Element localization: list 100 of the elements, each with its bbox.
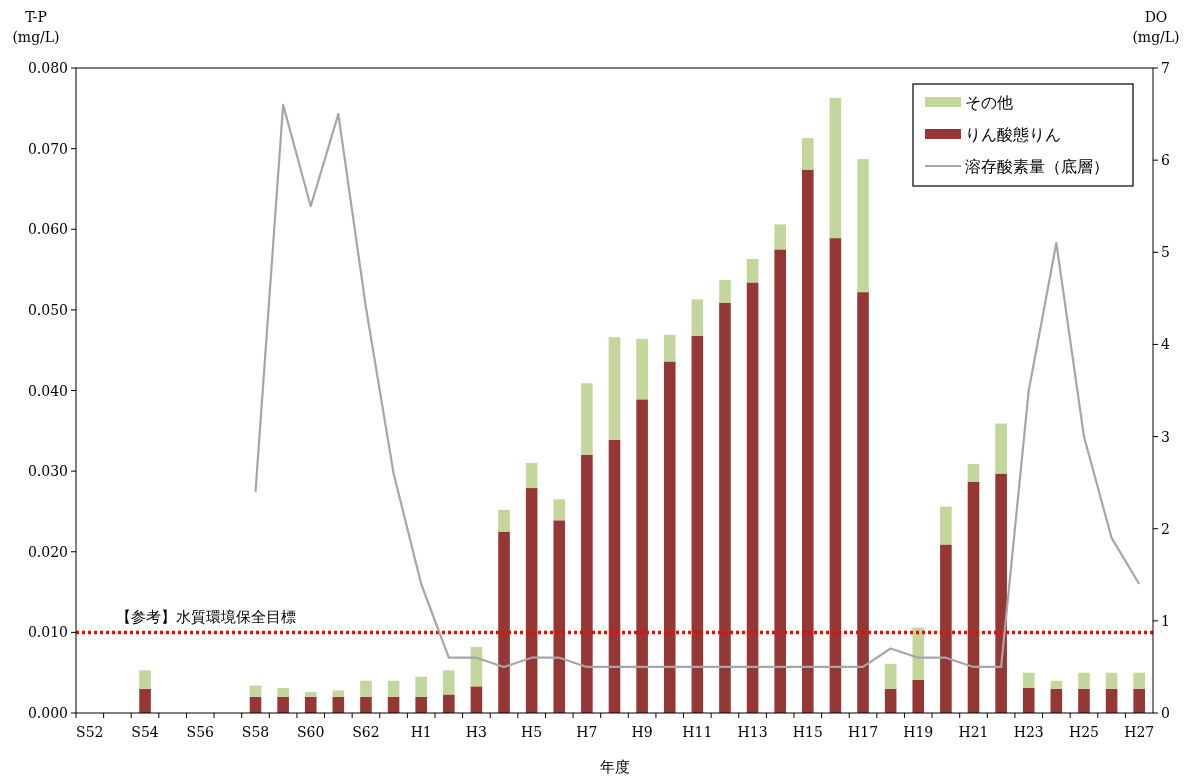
bar [1105, 672, 1118, 689]
bar [636, 338, 648, 400]
y-tick-label: 0.040 [27, 382, 68, 399]
bar [415, 696, 427, 713]
x-tick-label: H21 [958, 724, 989, 740]
bar [691, 335, 704, 713]
bar [1022, 672, 1035, 689]
y2-axis-title: DO (mg/L) [1132, 9, 1180, 45]
x-tick-label: H7 [576, 724, 598, 740]
y-tick-label: 0.080 [27, 60, 68, 76]
y2-tick-label: 5 [1161, 244, 1170, 261]
y-tick-label: 0.050 [27, 301, 68, 318]
bar [415, 676, 427, 697]
bar [774, 249, 786, 713]
bar [940, 544, 952, 713]
bar [525, 488, 538, 713]
bar [802, 138, 814, 170]
bar [608, 439, 621, 713]
bar [967, 481, 980, 713]
bar [774, 224, 786, 250]
bar [360, 680, 372, 697]
x-tick-label: H19 [903, 724, 934, 740]
bar [277, 696, 289, 713]
bar [581, 455, 593, 713]
bar [581, 383, 593, 455]
bar [995, 473, 1007, 713]
y2-tick-label: 0 [1161, 705, 1170, 721]
bar [829, 238, 842, 713]
bar [912, 679, 925, 713]
bar [553, 520, 566, 713]
x-tick-label: S56 [186, 724, 215, 740]
bar [498, 531, 510, 713]
bar [525, 463, 538, 489]
x-tick-label: H17 [848, 724, 879, 740]
bar [277, 688, 289, 697]
x-tick-label: S54 [131, 724, 159, 740]
bar [995, 423, 1007, 474]
y-tick-label: 0.060 [27, 221, 68, 238]
bar [470, 686, 483, 713]
bar [443, 694, 455, 713]
bar [912, 627, 925, 680]
bar [249, 685, 262, 697]
x-tick-label: S58 [241, 724, 270, 740]
bar [304, 696, 317, 713]
x-tick-label: H5 [521, 724, 543, 740]
ref-line-label: 【参考】水質環境保全目標 [116, 608, 296, 627]
bar [1133, 672, 1145, 689]
x-tick-label: H3 [465, 724, 487, 740]
x-axis-title: 年度 [599, 758, 630, 776]
bar [829, 97, 842, 239]
x-tick-label: H15 [792, 724, 823, 740]
bar [1078, 688, 1090, 713]
bar [332, 690, 345, 697]
bar [304, 692, 317, 697]
bar [608, 337, 621, 440]
y2-tick-label: 7 [1161, 60, 1170, 76]
bar [802, 169, 814, 713]
bar [1105, 688, 1118, 713]
y2-tick-label: 6 [1161, 152, 1170, 169]
bar [719, 302, 731, 713]
bar [360, 696, 372, 713]
x-tick-label: H27 [1124, 724, 1155, 740]
y-tick-label: 0.070 [27, 140, 68, 157]
bar [857, 159, 869, 293]
bar [967, 463, 980, 482]
x-tick-label: S62 [352, 724, 380, 740]
bar [443, 670, 455, 695]
bar [387, 680, 400, 697]
x-tick-label: H9 [631, 724, 653, 740]
legend-label: その他 [965, 93, 1013, 112]
y2-tick-label: 4 [1161, 336, 1170, 353]
bar [663, 361, 676, 713]
y-tick-label: 0.030 [27, 463, 68, 480]
bar [884, 663, 897, 689]
y2-tick-label: 2 [1161, 520, 1170, 537]
y2-tick-label: 1 [1161, 612, 1170, 629]
x-tick-label: S60 [297, 724, 325, 740]
y-tick-label: 0.000 [27, 705, 68, 721]
bar [884, 688, 897, 713]
y-tick-label: 0.020 [27, 543, 68, 560]
y-axis-title: T-P (mg/L) [12, 9, 60, 45]
bar [553, 499, 566, 521]
bar [940, 506, 952, 545]
bar [746, 259, 759, 283]
bar [1022, 688, 1035, 713]
y-tick-label: 0.010 [27, 624, 68, 641]
x-tick-label: H11 [682, 724, 713, 740]
bar [857, 292, 869, 713]
x-tick-label: H13 [737, 724, 768, 740]
legend-label: りん酸態りん [965, 125, 1061, 144]
bar [719, 280, 731, 303]
bar [1050, 688, 1063, 713]
bar [636, 399, 648, 713]
bar [1050, 680, 1063, 689]
x-tick-label: H23 [1013, 724, 1044, 740]
y2-tick-label: 3 [1161, 428, 1170, 445]
bar [139, 688, 151, 713]
x-tick-label: S52 [76, 724, 104, 740]
bar [1078, 672, 1090, 689]
bar [746, 282, 759, 713]
